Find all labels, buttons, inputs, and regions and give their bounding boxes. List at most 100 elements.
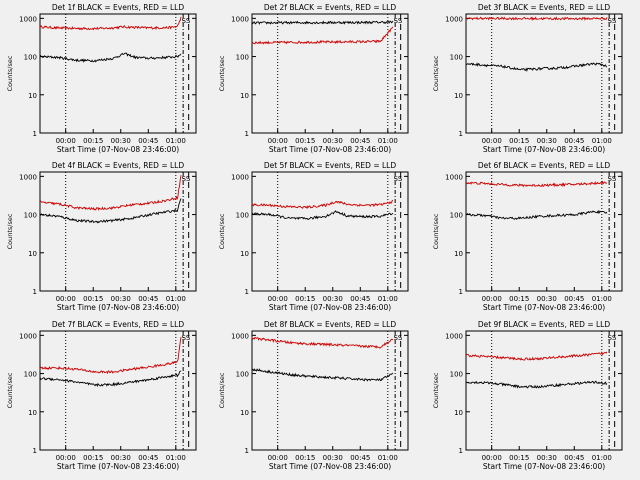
series-line: [39, 198, 182, 224]
y-tick-label: 100: [24, 371, 37, 379]
series-line: [39, 370, 182, 388]
x-tick-label: 00:00: [482, 454, 502, 462]
x-tick-label: 00:45: [138, 454, 158, 462]
y-tick-label: 1000: [231, 332, 249, 340]
x-tick-label: 00:15: [295, 295, 315, 303]
x-tick-label: 00:15: [83, 137, 103, 145]
y-tick-label: 100: [450, 212, 463, 220]
chart-title: Det 6f BLACK = Events, RED = LLD: [478, 161, 611, 170]
chart-title: Det 5f BLACK = Events, RED = LLD: [264, 161, 397, 170]
chart-panel: Det 4f BLACK = Events, RED = LLD 1 10 100 10…: [6, 161, 197, 312]
x-tick-label: 00:30: [323, 454, 343, 462]
x-tick-label: 01:00: [592, 295, 612, 303]
y-tick-label: 10: [454, 409, 463, 417]
plot-frame: [39, 330, 197, 451]
x-tick-label: 01:00: [378, 295, 398, 303]
x-tick-label: 00:15: [509, 295, 529, 303]
x-tick-label: 00:15: [83, 295, 103, 303]
plot-frame: [465, 13, 623, 134]
x-tick-label: 01:00: [592, 137, 612, 145]
x-tick-label: 00:45: [564, 137, 584, 145]
y-tick-label: 10: [28, 250, 37, 258]
y-tick-label: 100: [236, 54, 249, 62]
y-tick-label: 100: [236, 371, 249, 379]
series-line: [465, 62, 608, 72]
y-tick-label: 1000: [231, 173, 249, 181]
y-tick-label: 100: [24, 54, 37, 62]
series-line: [465, 209, 608, 221]
x-tick-label: 00:15: [295, 137, 315, 145]
y-tick-label: 1: [33, 288, 37, 296]
y-axis-label: Counts/sec: [432, 213, 440, 249]
y-tick-label: 10: [454, 92, 463, 100]
x-tick-label: 00:00: [482, 137, 502, 145]
chart-panel: Det 3f BLACK = Events, RED = LLD 1 10 100 10…: [432, 3, 623, 154]
y-tick-label: 10: [240, 250, 249, 258]
plot-frame: [251, 13, 409, 134]
y-tick-label: 10: [240, 409, 249, 417]
x-tick-label: 00:30: [111, 454, 131, 462]
x-tick-label: 00:45: [564, 454, 584, 462]
chart-title: Det 3f BLACK = Events, RED = LLD: [478, 3, 611, 12]
y-tick-label: 1: [459, 130, 463, 138]
plot-frame: [39, 171, 197, 292]
series-line: [251, 210, 394, 220]
x-tick-label: 00:30: [537, 295, 557, 303]
y-tick-label: 10: [454, 250, 463, 258]
plot-frame: [39, 13, 197, 134]
x-tick-label: 00:30: [323, 295, 343, 303]
x-tick-label: 00:00: [56, 137, 76, 145]
x-axis-label: Start Time (07-Nov-08 23:46:00): [483, 462, 605, 471]
y-tick-label: 1: [245, 288, 249, 296]
y-tick-label: 10: [28, 409, 37, 417]
y-axis-label: Counts/sec: [218, 213, 226, 249]
y-tick-label: 100: [450, 371, 463, 379]
x-tick-label: 00:00: [268, 137, 288, 145]
y-tick-label: 100: [450, 54, 463, 62]
x-tick-label: 00:00: [482, 295, 502, 303]
x-tick-label: 00:30: [537, 137, 557, 145]
plot-frame: [251, 330, 409, 451]
y-tick-label: 1000: [19, 332, 37, 340]
series-line: [39, 52, 182, 63]
chart-panel: Det 9f BLACK = Events, RED = LLD 1 10 100 10…: [432, 320, 623, 471]
chart-title: Det 1f BLACK = Events, RED = LLD: [52, 3, 185, 12]
x-tick-label: 01:00: [592, 454, 612, 462]
x-axis-label: Start Time (07-Nov-08 23:46:00): [57, 462, 179, 471]
chart-annotation: SS: [607, 17, 616, 25]
x-tick-label: 00:45: [138, 295, 158, 303]
x-tick-label: 01:00: [378, 454, 398, 462]
y-tick-label: 1: [33, 447, 37, 455]
y-tick-label: 1: [459, 447, 463, 455]
chart-panel: Det 5f BLACK = Events, RED = LLD 1 10 100 10…: [218, 161, 409, 312]
chart-annotation: SS: [181, 334, 190, 342]
chart-annotation: SS: [393, 17, 402, 25]
x-tick-label: 01:00: [378, 137, 398, 145]
y-tick-label: 1000: [19, 15, 37, 23]
x-tick-label: 00:30: [537, 454, 557, 462]
chart-annotation: SS: [393, 334, 402, 342]
chart-title: Det 7f BLACK = Events, RED = LLD: [52, 320, 185, 329]
y-axis-label: Counts/sec: [6, 55, 14, 91]
x-tick-label: 00:45: [350, 295, 370, 303]
y-tick-label: 10: [240, 92, 249, 100]
x-tick-label: 00:15: [509, 137, 529, 145]
y-tick-label: 1: [245, 447, 249, 455]
series-line: [39, 175, 182, 211]
y-tick-label: 1: [245, 130, 249, 138]
y-tick-label: 1000: [19, 173, 37, 181]
series-line: [39, 16, 182, 31]
y-axis-label: Counts/sec: [432, 372, 440, 408]
chart-panel: Det 2f BLACK = Events, RED = LLD 1 10 100 10…: [218, 3, 409, 154]
x-tick-label: 00:00: [268, 295, 288, 303]
chart-annotation: SS: [181, 175, 190, 183]
chart-panel: Det 7f BLACK = Events, RED = LLD 1 10 100 10…: [6, 320, 197, 471]
y-tick-label: 1000: [445, 173, 463, 181]
x-axis-label: Start Time (07-Nov-08 23:46:00): [269, 303, 391, 312]
series-line: [39, 337, 182, 375]
x-tick-label: 00:15: [295, 454, 315, 462]
x-tick-label: 00:00: [56, 295, 76, 303]
chart-title: Det 8f BLACK = Events, RED = LLD: [264, 320, 397, 329]
